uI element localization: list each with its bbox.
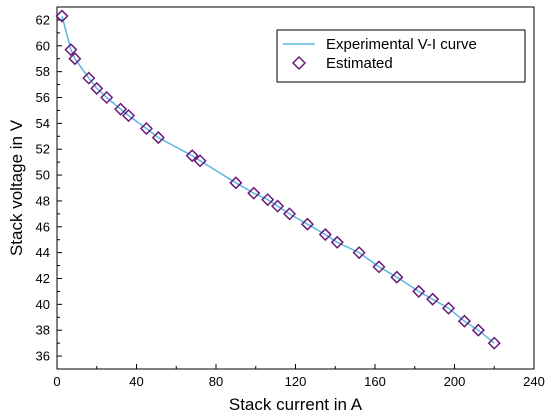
data-point-marker [471,323,485,337]
x-tick-label: 0 [53,374,60,389]
data-point-marker [229,176,243,190]
x-tick-label: 120 [285,374,307,389]
data-point-marker [121,109,136,123]
y-tick-label: 42 [36,271,50,286]
data-point-marker [318,227,332,242]
x-tick-label: 40 [129,374,143,389]
data-point-marker [114,102,128,116]
data-point-marker [457,314,471,328]
legend-box [276,29,526,83]
y-axis-ticks: 36 38 40 42 44 46 48 50 52 54 56 58 60 62 [36,12,62,364]
data-point-marker [151,131,165,145]
data-point-marker [193,154,207,168]
data-point-marker [139,121,153,136]
x-tick-label: 200 [444,374,466,389]
y-tick-label: 36 [36,349,50,364]
data-point-marker [261,193,275,207]
y-tick-label: 44 [36,245,50,260]
y-tick-label: 56 [36,90,50,105]
x-axis-ticks: 0 40 80 120 160 200 240 [53,364,545,389]
data-point-marker [352,246,366,260]
data-point-marker [185,149,199,163]
data-point-marker [247,186,261,200]
y-tick-label: 52 [36,142,50,157]
y-tick-label: 46 [36,219,50,234]
y-tick-label: 50 [36,168,50,183]
legend-label-experimental: Experimental V-I curve [326,36,477,53]
data-point-marker [82,71,96,85]
data-point-marker [55,9,69,23]
data-point-marker [412,284,426,298]
x-tick-label: 80 [209,374,223,389]
legend: Experimental V-I curve Estimated [276,29,526,83]
series-markers-estimated [55,9,501,350]
data-point-marker [64,43,78,57]
y-tick-label: 62 [36,12,50,27]
data-point-marker [282,207,297,221]
y-tick-label: 54 [36,116,50,131]
x-tick-label: 160 [364,374,386,389]
y-axis-title: Stack voltage in V [7,119,26,256]
y-tick-label: 48 [36,193,50,208]
legend-label-estimated: Estimated [326,55,393,72]
y-tick-label: 58 [36,64,50,79]
x-axis-title: Stack current in A [229,395,363,414]
data-point-marker [441,301,456,315]
data-point-marker [300,217,314,231]
y-tick-label: 38 [36,323,50,338]
legend-diamond-swatch [291,55,307,71]
data-point-marker [68,52,82,66]
data-point-marker [487,336,501,350]
y-tick-label: 60 [36,38,50,53]
y-tick-label: 40 [36,297,50,312]
x-tick-label: 240 [523,374,545,389]
data-point-marker [100,90,114,105]
data-point-marker [330,235,344,249]
data-point-marker [90,81,104,96]
data-point-marker [372,260,386,274]
data-point-marker [271,199,285,213]
data-point-marker [426,292,440,306]
data-point-marker [390,270,404,284]
